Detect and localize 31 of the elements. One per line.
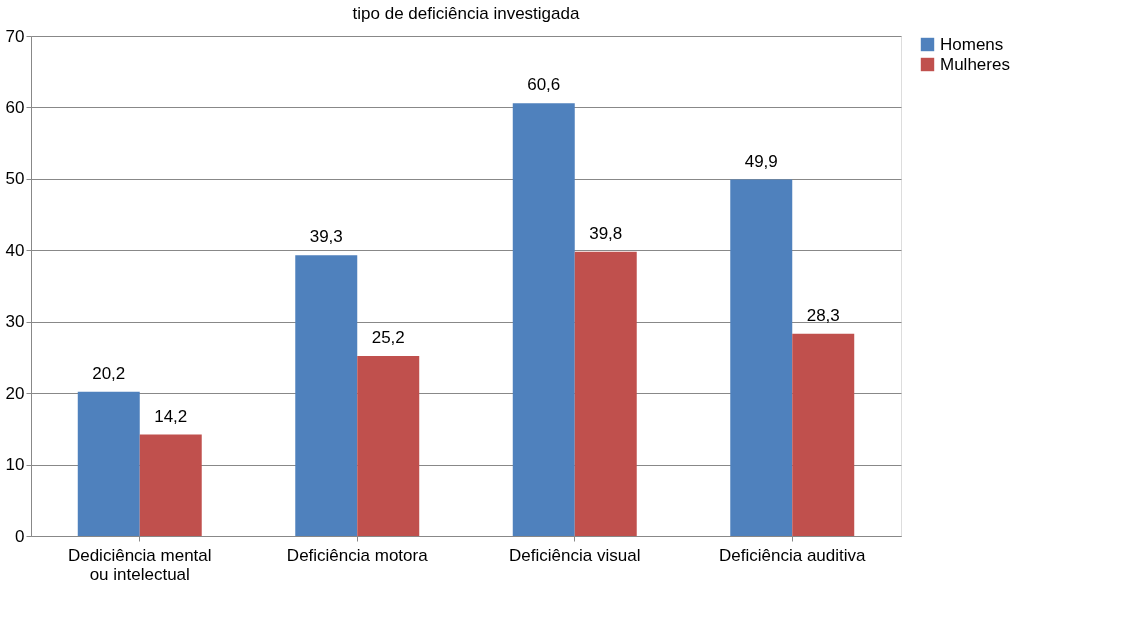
- data-label: 49,9: [744, 151, 778, 171]
- data-label: 25,2: [371, 328, 405, 347]
- legend-label: Homens: [940, 34, 1004, 54]
- legend-label: Mulheres: [940, 54, 1010, 74]
- bar: [139, 434, 202, 536]
- bar: [512, 103, 575, 536]
- bar: [730, 179, 793, 536]
- y-tick-label: 0: [15, 526, 25, 546]
- data-label: 14,2: [154, 406, 188, 426]
- chart-title: tipo de deficiência investigada: [352, 4, 580, 23]
- x-tick-label: Deficiência motora: [286, 545, 429, 565]
- y-tick-label: 20: [5, 383, 25, 403]
- data-label: 39,8: [589, 223, 623, 243]
- bar: [792, 333, 855, 536]
- bar: [77, 391, 140, 536]
- data-label: 28,3: [806, 305, 840, 325]
- bar: [357, 356, 420, 536]
- y-tick-label: 40: [5, 240, 25, 260]
- bar: [574, 251, 637, 536]
- y-tick-label: 50: [5, 169, 25, 189]
- x-tick-label: Deficiência visual: [509, 545, 641, 565]
- bar: [295, 255, 358, 536]
- y-tick-label: 10: [5, 455, 25, 475]
- x-tick-label: Dediciência mental ou intelectual: [67, 545, 212, 584]
- x-tick-label: Deficiência auditiva: [719, 545, 867, 565]
- y-tick-label: 70: [5, 26, 25, 46]
- data-label: 20,2: [92, 363, 126, 383]
- data-label: 60,6: [527, 75, 561, 95]
- data-label: 39,3: [309, 227, 343, 247]
- y-tick-label: 30: [5, 312, 25, 332]
- y-tick-label: 60: [5, 97, 25, 117]
